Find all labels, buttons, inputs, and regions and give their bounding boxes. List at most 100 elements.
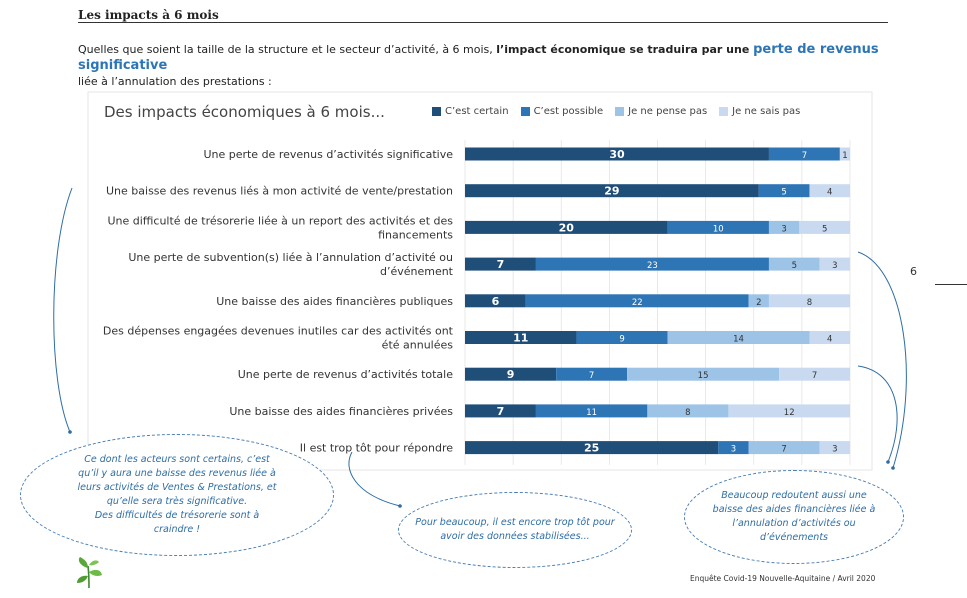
callout-right-text: Beaucoup redoutent aussi une baisse des a… [713, 489, 876, 545]
chart-title: Des impacts économiques à 6 mois... [104, 103, 385, 121]
callout-arrow [53, 187, 73, 433]
bar-segment [667, 220, 769, 234]
callout-left-line: Ce dont les acteurs sont certains, c’est [84, 454, 270, 465]
bar-segment [667, 331, 810, 344]
data-label: 6 [492, 295, 500, 308]
page-number-rule [935, 284, 967, 285]
bar-segment [535, 257, 769, 271]
bar-segment [768, 294, 850, 308]
legend-swatch [615, 107, 625, 116]
bar-segment [768, 220, 800, 234]
callout-arrow-head [68, 430, 72, 434]
callout-left-line: qu’il y aura une baisse des revenus liée… [78, 468, 276, 479]
intro-part2: liée à l’annulation des prestations : [78, 75, 272, 88]
bar-segment [809, 331, 850, 344]
leaf-logo-icon [77, 557, 102, 589]
page-number: 6 [910, 265, 917, 278]
bar-segment [768, 257, 820, 271]
callout-middle: Pour beaucoup, il est encore trop tôt po… [398, 492, 632, 568]
data-label: 30 [609, 148, 625, 161]
data-label: 7 [589, 371, 594, 381]
data-label: 1 [842, 151, 847, 161]
callout-right-line: baisse des aides financières liée à [712, 504, 876, 515]
data-label: 8 [685, 408, 690, 418]
category-label: financements [378, 228, 453, 241]
category-label: Une baisse des aides financières privées [229, 405, 453, 418]
data-label: 11 [513, 332, 528, 345]
data-label: 14 [733, 335, 744, 345]
callout-arrow [857, 251, 907, 469]
bar-segment [535, 404, 648, 418]
bar-segment [465, 441, 719, 455]
category-label: été annulées [382, 339, 454, 352]
legend-item: Je ne sais pas [719, 106, 800, 117]
bar-segment [758, 184, 810, 198]
bar-segment [839, 147, 850, 161]
data-label: 9 [619, 335, 624, 345]
callout-arrow-head [398, 504, 402, 508]
data-label: 4 [827, 335, 832, 345]
bar-segment [748, 294, 769, 308]
data-label: 3 [832, 445, 837, 455]
bar-segment [576, 331, 668, 344]
callout-right-line: d’événements [759, 532, 829, 543]
intro-bold: l’impact économique se traduira par une [496, 43, 754, 56]
legend-label: C’est possible [533, 106, 604, 117]
bar-segment [799, 220, 850, 234]
callout-left-line: qu’elle sera très significative. [106, 496, 248, 507]
category-label: Une baisse des aides financières publiqu… [216, 295, 453, 308]
bar-segment [465, 294, 526, 308]
intro-text: Quelles que soient la taille de la struc… [78, 42, 898, 90]
legend-item: C’est certain [432, 106, 509, 117]
data-label: 7 [802, 151, 807, 161]
data-label: 20 [559, 221, 575, 234]
category-label: Une perte de revenus d’activités totale [238, 368, 454, 381]
bar-segment [809, 184, 850, 198]
legend-label: C’est certain [445, 106, 509, 117]
data-label: 7 [497, 258, 505, 271]
callout-left-line: leurs activités de Ventes & Prestations,… [77, 482, 277, 493]
bar-segment [819, 257, 850, 271]
data-label: 10 [713, 224, 724, 234]
legend-item: C’est possible [520, 106, 604, 117]
data-label: 3 [832, 261, 837, 271]
category-label: Une baisse des revenus liés à mon activi… [106, 185, 453, 198]
callout-arrow [857, 365, 898, 463]
callout-arrow-head [891, 466, 895, 470]
bar-segment [748, 441, 820, 455]
data-label: 29 [604, 185, 619, 198]
callout-middle-line: Pour beaucoup, il est encore trop tôt po… [415, 517, 615, 528]
data-label: 2 [756, 298, 761, 308]
data-label: 12 [784, 408, 795, 418]
data-label: 4 [827, 188, 832, 198]
bar-segment [465, 257, 536, 271]
bar-segment [525, 294, 749, 308]
data-label: 3 [781, 224, 786, 234]
callout-right: Beaucoup redoutent aussi une baisse des a… [684, 470, 904, 564]
data-label: 3 [731, 445, 736, 455]
bar-segment [465, 367, 557, 381]
data-label: 8 [807, 298, 812, 308]
data-label: 5 [792, 261, 797, 271]
callout-middle-line: avoir des données stabilisées... [440, 531, 590, 542]
data-label: 23 [647, 261, 658, 271]
bar-segment [647, 404, 729, 418]
data-label: 25 [584, 442, 599, 455]
bar-segment [465, 220, 668, 234]
legend-swatch [520, 107, 530, 116]
bar-segment [627, 367, 780, 381]
data-label: 5 [781, 188, 786, 198]
legend-swatch [719, 107, 729, 116]
callout-right-line: l’annulation d’activités ou [732, 518, 856, 529]
data-label: 5 [822, 224, 827, 234]
data-label: 9 [507, 368, 515, 381]
intro-part1: Quelles que soient la taille de la struc… [78, 43, 497, 56]
intro-highlight: perte de revenus significative [78, 42, 879, 73]
callout-left-text: Ce dont les acteurs sont certains, c’est… [78, 453, 277, 537]
data-label: 7 [812, 371, 817, 381]
category-label: Il est trop tôt pour répondre [300, 442, 453, 455]
category-label: Une perte de revenus d’activités signifi… [203, 148, 453, 161]
chart-legend: C’est certain C’est possible Je ne pense p… [432, 106, 800, 117]
category-label: d’événement [380, 265, 454, 278]
